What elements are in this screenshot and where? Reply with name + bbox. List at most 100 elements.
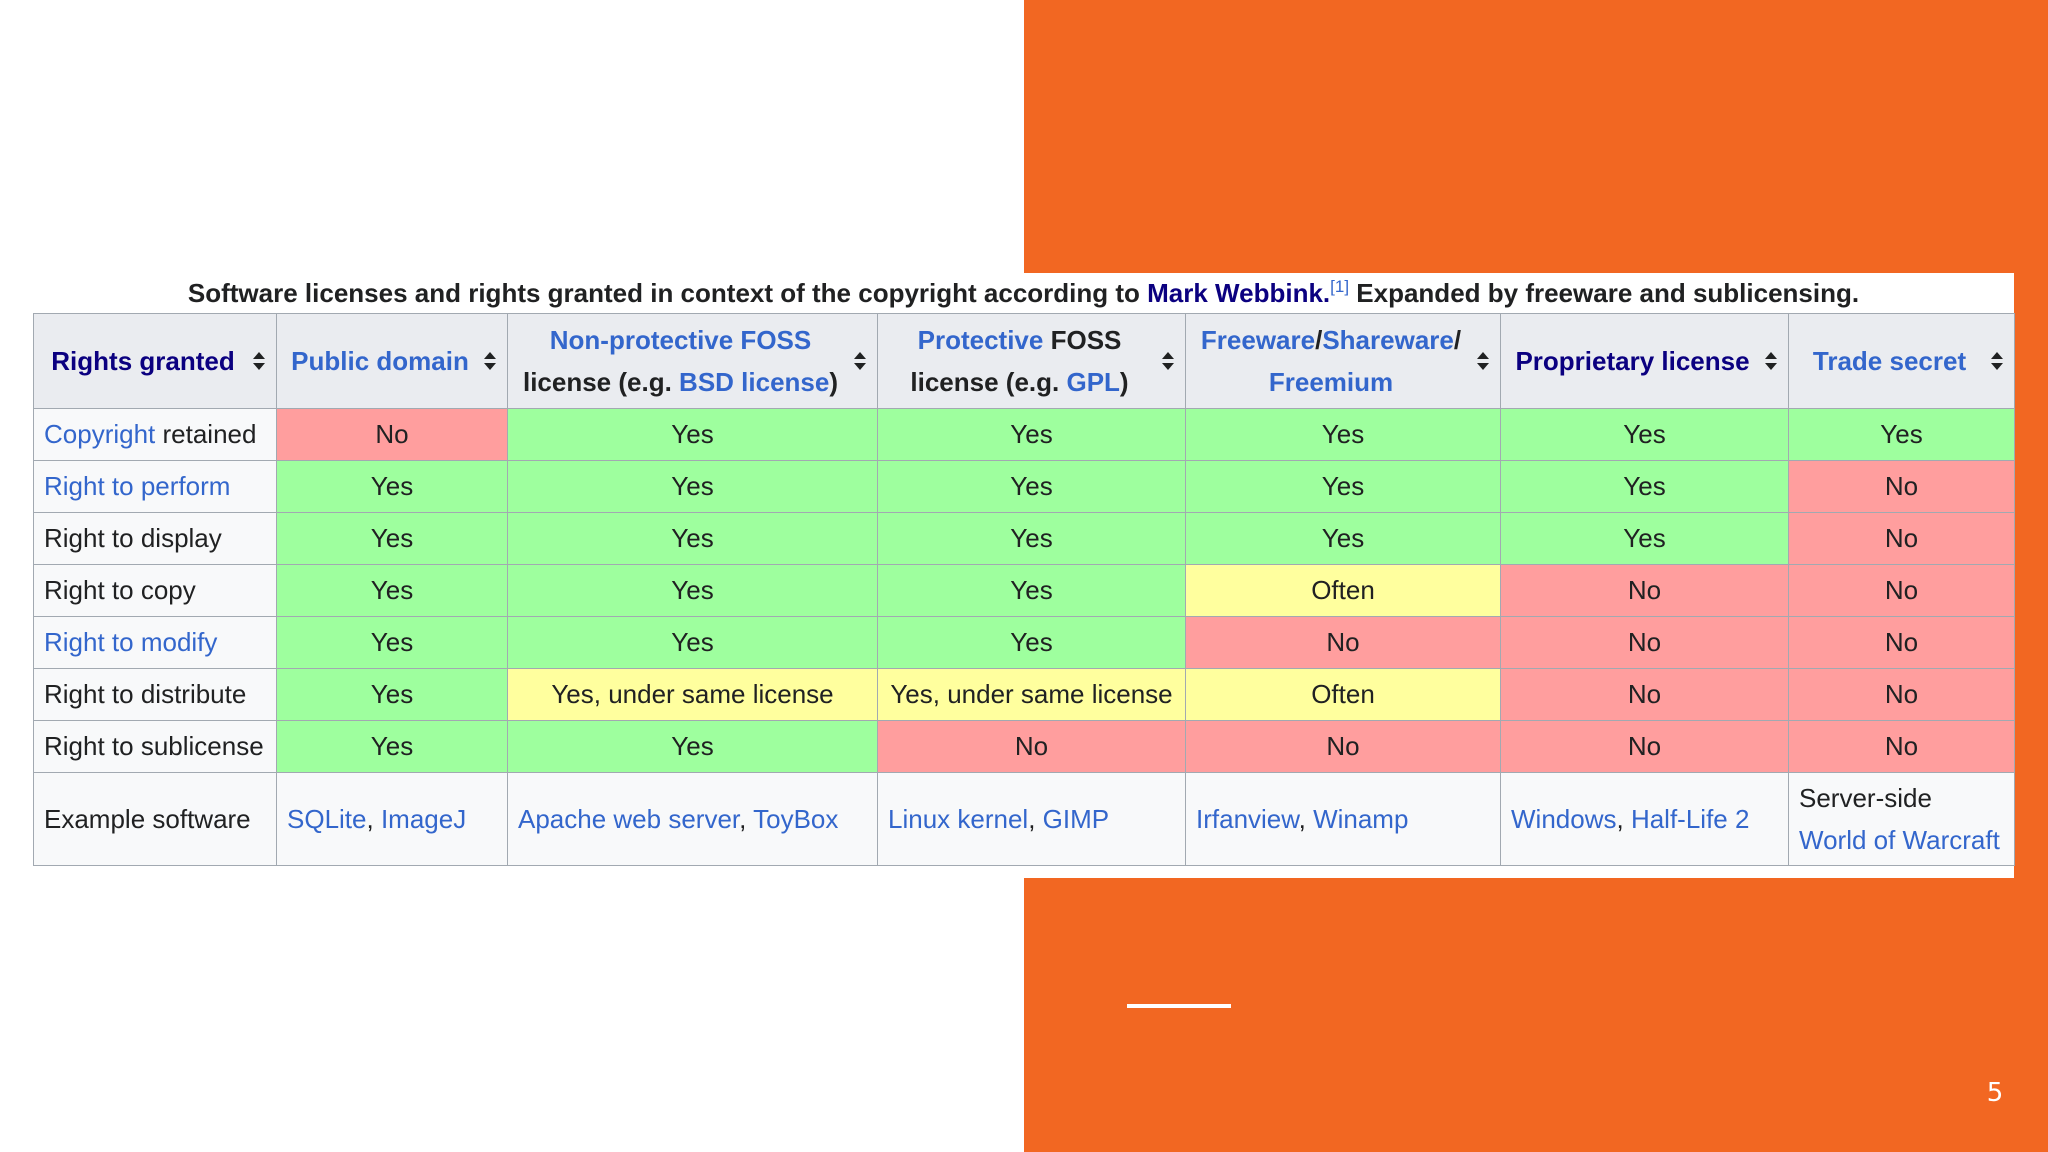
cell-trade-secret: No bbox=[1788, 668, 2015, 721]
cell-public-domain: Yes bbox=[276, 720, 508, 773]
row-label-text: Right to distribute bbox=[44, 679, 247, 709]
cell-proprietary: Yes bbox=[1500, 408, 1789, 461]
row-label: Right to distribute bbox=[33, 668, 277, 721]
license-table-card: Software licenses and rights granted in … bbox=[33, 273, 2015, 878]
sort-icon[interactable] bbox=[853, 350, 867, 372]
row-label-link[interactable]: Copyright bbox=[44, 419, 156, 449]
example-freeware: Irfanview, Winamp bbox=[1185, 772, 1501, 866]
close-paren: ) bbox=[1119, 367, 1129, 397]
proprietary-license-link[interactable]: Proprietary license bbox=[1515, 346, 1750, 376]
cell-freeware: No bbox=[1185, 720, 1501, 773]
toybox-link[interactable]: ToyBox bbox=[753, 804, 839, 834]
example-proprietary: Windows, Half-Life 2 bbox=[1500, 772, 1789, 866]
cell-trade-secret: No bbox=[1788, 512, 2015, 565]
row-label: Right to sublicense bbox=[33, 720, 277, 773]
table-row: Right to perform Yes Yes Yes Yes Yes No bbox=[33, 460, 2015, 513]
row-label-link[interactable]: Right to perform bbox=[44, 471, 231, 501]
irfanview-link[interactable]: Irfanview bbox=[1196, 804, 1299, 834]
cell-trade-secret: Yes bbox=[1788, 408, 2015, 461]
reference-link[interactable]: [1] bbox=[1330, 277, 1350, 296]
row-label-text: retained bbox=[155, 419, 257, 449]
header-public-domain[interactable]: Public domain bbox=[276, 313, 508, 409]
table-row: Right to distribute Yes Yes, under same li… bbox=[33, 668, 2015, 721]
cell-protective: No bbox=[877, 720, 1186, 773]
server-side-text: Server-side bbox=[1799, 783, 1932, 813]
cell-public-domain: Yes bbox=[276, 616, 508, 669]
row-label: Right to display bbox=[33, 512, 277, 565]
protective-text: license (e.g. bbox=[910, 367, 1067, 397]
table-row: Right to sublicense Yes Yes No No No No bbox=[33, 720, 2015, 773]
linux-kernel-link[interactable]: Linux kernel bbox=[888, 804, 1029, 834]
apache-link[interactable]: Apache web server bbox=[518, 804, 740, 834]
separator: , bbox=[366, 804, 381, 834]
cell-protective: Yes, under same license bbox=[877, 668, 1186, 721]
windows-link[interactable]: Windows bbox=[1511, 804, 1617, 834]
freemium-link[interactable]: Freemium bbox=[1268, 367, 1394, 397]
cell-trade-secret: No bbox=[1788, 564, 2015, 617]
separator: , bbox=[1298, 804, 1314, 834]
gpl-link[interactable]: GPL bbox=[1066, 367, 1120, 397]
cell-freeware: Often bbox=[1185, 668, 1501, 721]
header-trade-secret[interactable]: Trade secret bbox=[1788, 313, 2015, 409]
header-non-protective-foss[interactable]: Non-protective FOSS license (e.g. BSD li… bbox=[507, 313, 878, 409]
cell-proprietary: Yes bbox=[1500, 460, 1789, 513]
public-domain-link[interactable]: Public domain bbox=[291, 346, 469, 376]
bsd-license-link[interactable]: BSD license bbox=[679, 367, 830, 397]
cell-public-domain: Yes bbox=[276, 512, 508, 565]
world-of-warcraft-link[interactable]: World of Warcraft bbox=[1799, 825, 2000, 855]
header-freeware[interactable]: Freeware/Shareware/ Freemium bbox=[1185, 313, 1501, 409]
example-label: Example software bbox=[33, 772, 277, 866]
row-label-text: Right to copy bbox=[44, 575, 196, 605]
cell-public-domain: No bbox=[276, 408, 508, 461]
example-software-row: Example software SQLite, ImageJ Apache w… bbox=[33, 772, 2015, 866]
cell-protective: Yes bbox=[877, 408, 1186, 461]
table-row: Copyright retained No Yes Yes Yes Yes Yes bbox=[33, 408, 2015, 461]
sort-icon[interactable] bbox=[1764, 350, 1778, 372]
non-protective-text: license (e.g. bbox=[522, 367, 680, 397]
sqlite-link[interactable]: SQLite bbox=[287, 804, 367, 834]
table-row: Right to modify Yes Yes Yes No No No bbox=[33, 616, 2015, 669]
cell-freeware: Often bbox=[1185, 564, 1501, 617]
mark-webbink-link[interactable]: Mark Webbink. bbox=[1147, 278, 1331, 308]
table-body: Copyright retained No Yes Yes Yes Yes Yes Right… bbox=[33, 408, 2015, 866]
sort-icon[interactable] bbox=[252, 350, 266, 372]
cell-proprietary: No bbox=[1500, 564, 1789, 617]
sort-icon[interactable] bbox=[1990, 350, 2004, 372]
header-proprietary-license[interactable]: Proprietary license bbox=[1500, 313, 1789, 409]
freeware-link[interactable]: Freeware bbox=[1200, 325, 1316, 355]
close-paren: ) bbox=[829, 367, 839, 397]
cell-protective: Yes bbox=[877, 512, 1186, 565]
table-caption: Software licenses and rights granted in … bbox=[33, 273, 2014, 313]
sort-icon[interactable] bbox=[1476, 350, 1490, 372]
header-protective-foss[interactable]: Protective FOSS license (e.g. GPL) bbox=[877, 313, 1186, 409]
cell-proprietary: No bbox=[1500, 720, 1789, 773]
license-rights-table: Rights granted Public domain Non-protect… bbox=[33, 313, 2015, 866]
separator: , bbox=[739, 804, 754, 834]
cell-non-protective: Yes, under same license bbox=[507, 668, 878, 721]
cell-non-protective: Yes bbox=[507, 460, 878, 513]
row-label-link[interactable]: Right to modify bbox=[44, 627, 218, 657]
cell-trade-secret: No bbox=[1788, 616, 2015, 669]
cell-trade-secret: No bbox=[1788, 720, 2015, 773]
trade-secret-link[interactable]: Trade secret bbox=[1812, 346, 1967, 376]
separator: , bbox=[1616, 804, 1631, 834]
cell-trade-secret: No bbox=[1788, 460, 2015, 513]
protective-link[interactable]: Protective bbox=[917, 325, 1044, 355]
sort-icon[interactable] bbox=[483, 350, 497, 372]
header-rights-granted[interactable]: Rights granted bbox=[33, 313, 277, 409]
example-public-domain: SQLite, ImageJ bbox=[276, 772, 508, 866]
sort-icon[interactable] bbox=[1161, 350, 1175, 372]
table-row: Right to copy Yes Yes Yes Often No No bbox=[33, 564, 2015, 617]
shareware-link[interactable]: Shareware bbox=[1322, 325, 1454, 355]
slash: / bbox=[1453, 325, 1462, 355]
foss-text: FOSS bbox=[1043, 325, 1122, 355]
page-number: 5 bbox=[1986, 1078, 2004, 1108]
cell-non-protective: Yes bbox=[507, 408, 878, 461]
row-label: Right to modify bbox=[33, 616, 277, 669]
imagej-link[interactable]: ImageJ bbox=[380, 804, 467, 834]
example-non-protective: Apache web server, ToyBox bbox=[507, 772, 878, 866]
winamp-link[interactable]: Winamp bbox=[1313, 804, 1409, 834]
half-life-2-link[interactable]: Half-Life 2 bbox=[1630, 804, 1750, 834]
gimp-link[interactable]: GIMP bbox=[1042, 804, 1110, 834]
non-protective-foss-link[interactable]: Non-protective FOSS bbox=[549, 325, 812, 355]
